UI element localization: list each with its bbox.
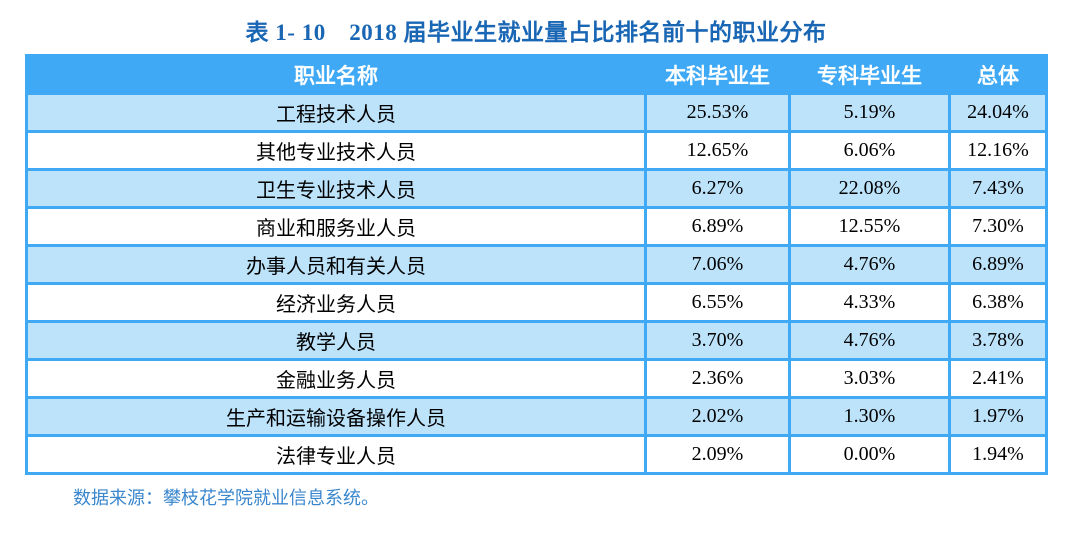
table-row: 教学人员 3.70% 4.76% 3.78% (25, 320, 1048, 361)
cell-overall: 1.97% (948, 396, 1048, 437)
cell-occupation: 卫生专业技术人员 (25, 168, 647, 209)
cell-overall: 3.78% (948, 320, 1048, 361)
table-title: 表 1- 10 2018 届毕业生就业量占比排名前十的职业分布 (245, 20, 827, 45)
cell-occupation: 金融业务人员 (25, 358, 647, 399)
cell-junior-college: 3.03% (788, 358, 951, 399)
cell-undergraduate: 6.55% (644, 282, 791, 323)
cell-overall: 24.04% (948, 92, 1048, 133)
cell-overall: 6.38% (948, 282, 1048, 323)
cell-occupation: 办事人员和有关人员 (25, 244, 647, 285)
cell-undergraduate: 12.65% (644, 130, 791, 171)
cell-occupation: 生产和运输设备操作人员 (25, 396, 647, 437)
cell-overall: 7.43% (948, 168, 1048, 209)
cell-undergraduate: 6.89% (644, 206, 791, 247)
column-header-junior-college: 专科毕业生 (788, 54, 951, 95)
column-header-occupation: 职业名称 (25, 54, 647, 95)
cell-junior-college: 0.00% (788, 434, 951, 475)
cell-overall: 2.41% (948, 358, 1048, 399)
cell-overall: 12.16% (948, 130, 1048, 171)
table-header-row: 职业名称 本科毕业生 专科毕业生 总体 (25, 54, 1048, 95)
cell-occupation: 法律专业人员 (25, 434, 647, 475)
table-row: 卫生专业技术人员 6.27% 22.08% 7.43% (25, 168, 1048, 209)
column-header-undergraduate: 本科毕业生 (644, 54, 791, 95)
cell-junior-college: 22.08% (788, 168, 951, 209)
cell-undergraduate: 2.02% (644, 396, 791, 437)
cell-undergraduate: 7.06% (644, 244, 791, 285)
cell-occupation: 商业和服务业人员 (25, 206, 647, 247)
cell-undergraduate: 25.53% (644, 92, 791, 133)
table-row: 办事人员和有关人员 7.06% 4.76% 6.89% (25, 244, 1048, 285)
cell-occupation: 工程技术人员 (25, 92, 647, 133)
cell-undergraduate: 6.27% (644, 168, 791, 209)
cell-undergraduate: 2.36% (644, 358, 791, 399)
cell-overall: 7.30% (948, 206, 1048, 247)
table-row: 法律专业人员 2.09% 0.00% 1.94% (25, 434, 1048, 475)
cell-overall: 1.94% (948, 434, 1048, 475)
table-row: 生产和运输设备操作人员 2.02% 1.30% 1.97% (25, 396, 1048, 437)
cell-overall: 6.89% (948, 244, 1048, 285)
cell-junior-college: 4.76% (788, 244, 951, 285)
cell-occupation: 其他专业技术人员 (25, 130, 647, 171)
table-row: 金融业务人员 2.36% 3.03% 2.41% (25, 358, 1048, 399)
cell-occupation: 经济业务人员 (25, 282, 647, 323)
cell-junior-college: 6.06% (788, 130, 951, 171)
table-row: 经济业务人员 6.55% 4.33% 6.38% (25, 282, 1048, 323)
table-row: 其他专业技术人员 12.65% 6.06% 12.16% (25, 130, 1048, 171)
cell-occupation: 教学人员 (25, 320, 647, 361)
occupation-distribution-table: 职业名称 本科毕业生 专科毕业生 总体 工程技术人员 25.53% 5.19% … (25, 54, 1048, 475)
cell-junior-college: 1.30% (788, 396, 951, 437)
table-row: 商业和服务业人员 6.89% 12.55% 7.30% (25, 206, 1048, 247)
cell-junior-college: 12.55% (788, 206, 951, 247)
cell-junior-college: 4.76% (788, 320, 951, 361)
cell-junior-college: 4.33% (788, 282, 951, 323)
data-source-note: 数据来源：攀枝花学院就业信息系统。 (73, 488, 379, 508)
cell-undergraduate: 3.70% (644, 320, 791, 361)
table-row: 工程技术人员 25.53% 5.19% 24.04% (25, 92, 1048, 133)
cell-undergraduate: 2.09% (644, 434, 791, 475)
cell-junior-college: 5.19% (788, 92, 951, 133)
column-header-overall: 总体 (948, 54, 1048, 95)
